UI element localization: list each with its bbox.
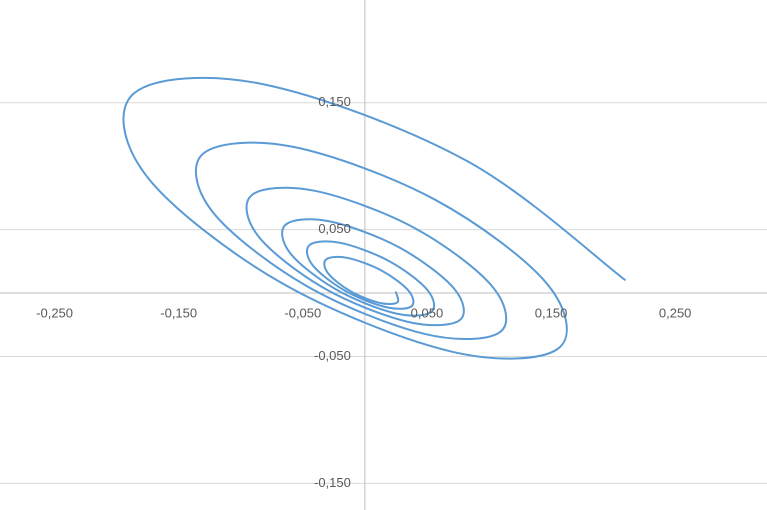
x-tick-label: -0,050: [284, 305, 321, 320]
x-tick-label: 0,150: [535, 305, 568, 320]
x-tick-label: 0,050: [411, 305, 444, 320]
y-tick-label: 0,150: [318, 94, 351, 109]
x-tick-label: 0,250: [659, 305, 692, 320]
y-tick-label: -0,050: [314, 348, 351, 363]
x-tick-label: -0,250: [36, 305, 73, 320]
x-tick-label: -0,150: [160, 305, 197, 320]
y-tick-label: 0,050: [318, 221, 351, 236]
y-tick-label: -0,150: [314, 475, 351, 490]
series-line: [122, 76, 627, 360]
